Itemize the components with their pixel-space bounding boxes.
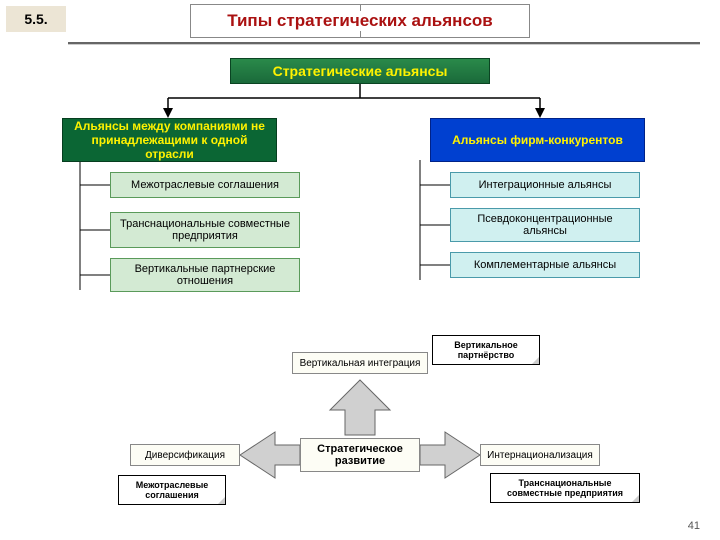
left-item-0: Межотраслевые соглашения <box>110 172 300 198</box>
section-number: 5.5. <box>6 6 66 32</box>
left-branch-header: Альянсы между компаниями не принадлежащи… <box>62 118 277 162</box>
right-item-2: Комплементарные альянсы <box>450 252 640 278</box>
center-box: Стратегическое развитие <box>300 438 420 472</box>
note-right: Транснациональные совместные предприятия <box>490 473 640 503</box>
root-box: Стратегические альянсы <box>230 58 490 84</box>
note-left: Межотраслевые соглашения <box>118 475 226 505</box>
page-title: Типы стратегических альянсов <box>190 4 530 38</box>
direction-right: Интернационализация <box>480 444 600 466</box>
right-branch-header: Альянсы фирм-конкурентов <box>430 118 645 162</box>
right-item-0: Интеграционные альянсы <box>450 172 640 198</box>
horizontal-rule <box>68 42 700 44</box>
page-number: 41 <box>688 520 700 532</box>
title-text: Типы стратегических альянсов <box>221 11 499 31</box>
note-up: Вертикальное партнёрство <box>432 335 540 365</box>
direction-left: Диверсификация <box>130 444 240 466</box>
direction-up: Вертикальная интеграция <box>292 352 428 374</box>
right-item-1: Псевдоконцентрационные альянсы <box>450 208 640 242</box>
left-item-1: Транснациональные совместные предприятия <box>110 212 300 248</box>
left-item-2: Вертикальные партнерские отношения <box>110 258 300 292</box>
